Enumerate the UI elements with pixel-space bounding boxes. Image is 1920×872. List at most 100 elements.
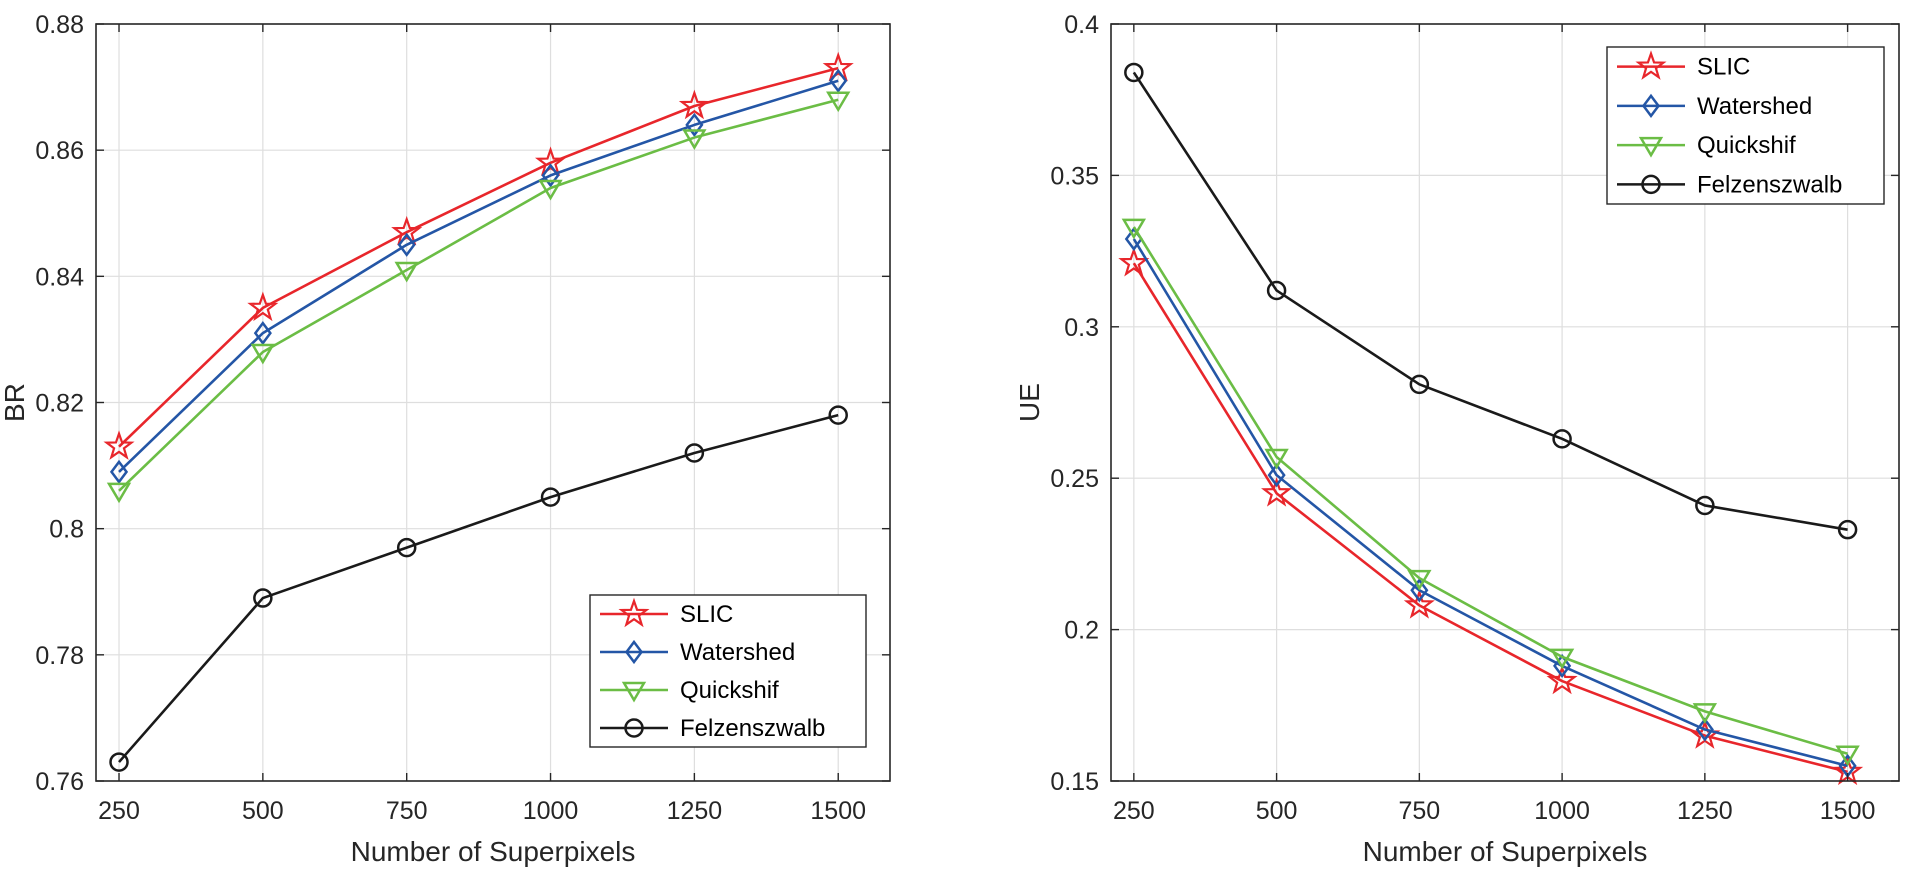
br-data-point-triangle-marker (250, 343, 276, 365)
br-x-tick-label: 750 (386, 797, 428, 825)
ue-y-tick-label: 0.25 (1050, 465, 1099, 493)
br-series-slic (103, 51, 854, 460)
br-legend-label: Watershed (680, 639, 795, 666)
ue-data-point-circle-marker (1124, 62, 1144, 83)
ue-y-axis-label: UE (1014, 383, 1045, 422)
ue-data-point-circle-marker (1409, 374, 1430, 395)
br-legend-triangle-marker (621, 681, 647, 703)
ue-data-point-triangle-marker (1692, 703, 1718, 724)
ue-data-point-triangle-marker (1835, 745, 1860, 767)
br-series-line (118, 66, 839, 448)
ue-series-felzenszwalb (1124, 62, 1858, 540)
br-data-point-diamond-marker (253, 321, 272, 346)
ue-data-point-triangle-marker (1264, 448, 1289, 470)
br-series-felzenszwalb (109, 405, 848, 772)
br-x-tick-label: 1250 (667, 797, 723, 825)
br-legend-label: Felzenszwalb (680, 715, 825, 742)
ue-data-point-circle-marker (1266, 280, 1287, 301)
br-data-point-star-marker (391, 215, 423, 246)
ue-y-tick-label: 0.2 (1064, 617, 1099, 645)
br-x-tick-label: 500 (242, 797, 284, 825)
br-x-tick-label: 1500 (810, 797, 866, 825)
br-legend-label: SLIC (680, 601, 733, 628)
br-legend-diamond-marker (624, 639, 644, 665)
br-data-point-triangle-marker (826, 91, 851, 113)
ue-y-tick-label: 0.15 (1050, 768, 1099, 796)
br-data-point-diamond-marker (541, 163, 560, 188)
ue-series-watershed (1124, 226, 1857, 778)
ue-chart: 250 500 750 1000 1250 1500 0.15 0.2 0.25 0.3 0.35 0… (1014, 11, 1900, 867)
ue-x-tick-label: 1250 (1677, 797, 1733, 825)
br-data-point-triangle-marker (106, 482, 132, 504)
br-data-point-triangle-marker (538, 179, 563, 201)
br-data-point-circle-marker (540, 487, 561, 507)
ue-series-line (1132, 226, 1848, 755)
br-legend: SLIC Watershed Quickshif Felzenszwalb (589, 594, 867, 748)
br-legend-circle-marker (624, 718, 644, 738)
br-y-axis-label: BR (0, 383, 30, 422)
ue-legend-label: Felzenszwalb (1697, 171, 1842, 198)
ue-data-point-star-marker (1118, 246, 1150, 277)
br-data-point-circle-marker (253, 588, 273, 608)
ue-data-point-circle-marker (1837, 519, 1858, 540)
ue-legend-star-marker (1635, 50, 1667, 80)
br-y-tick-label: 0.84 (35, 263, 84, 291)
br-data-point-circle-marker (684, 443, 705, 463)
ue-data-point-star-marker (1261, 476, 1293, 507)
br-series-quickshif (106, 91, 851, 504)
br-data-point-diamond-marker (829, 68, 848, 93)
ue-data-point-triangle-marker (1407, 569, 1432, 591)
ue-y-tick-label: 0.35 (1050, 162, 1099, 190)
br-data-point-triangle-marker (682, 129, 707, 151)
ue-legend: SLIC Watershed Quickshif Felzenszwalb (1606, 46, 1885, 205)
ue-legend-label: Quickshif (1697, 132, 1796, 159)
ue-data-point-diamond-marker (1553, 653, 1572, 679)
ue-data-point-star-marker (1403, 589, 1435, 619)
ue-series-line (1132, 238, 1848, 768)
br-grid (96, 23, 890, 782)
br-data-point-star-marker (103, 430, 135, 460)
br-y-tick-label: 0.88 (35, 11, 84, 39)
br-legend-star-marker (618, 597, 650, 628)
ue-data-point-circle-marker (1552, 429, 1572, 449)
ue-data-point-diamond-marker (1695, 717, 1714, 742)
ue-y-tick-label: 0.3 (1064, 314, 1099, 342)
ue-x-tick-label: 750 (1398, 797, 1440, 825)
ue-series-line (1132, 71, 1848, 531)
br-y-tick-label: 0.86 (35, 137, 84, 165)
br-x-tick-label: 1000 (523, 797, 579, 825)
br-y-tick-label: 0.78 (35, 642, 84, 670)
ue-data-point-diamond-marker (1267, 463, 1286, 488)
br-data-point-star-marker (534, 146, 567, 177)
br-data-point-circle-marker (396, 537, 417, 558)
ue-legend-label: SLIC (1697, 54, 1750, 81)
ue-x-axis-label: Number of Superpixels (1363, 836, 1648, 867)
br-y-tick-label: 0.76 (35, 768, 84, 796)
ue-x-tick-label: 1000 (1534, 797, 1590, 825)
br-data-point-circle-marker (828, 405, 848, 425)
ue-x-tick-label: 250 (1113, 797, 1155, 825)
br-data-point-circle-marker (109, 752, 129, 772)
br-y-tick-label: 0.82 (35, 390, 84, 418)
br-chart: 250 500 750 1000 1250 1500 0.76 0.78 0.8 0.82 0.84… (0, 11, 891, 867)
br-data-point-star-marker (678, 89, 710, 120)
ue-y-tick-label: 0.4 (1064, 11, 1099, 39)
br-data-point-diamond-marker (109, 459, 129, 484)
br-series-watershed (109, 68, 848, 484)
br-y-tick-label: 0.8 (49, 516, 84, 544)
br-data-point-star-marker (247, 291, 279, 322)
br-series-line (118, 79, 839, 473)
ue-data-point-star-marker (1546, 664, 1578, 695)
br-data-point-star-marker (822, 51, 854, 82)
ue-x-tick-label: 1500 (1820, 797, 1876, 825)
ue-x-tick-label: 500 (1256, 797, 1298, 825)
br-series-line (118, 98, 839, 492)
ue-legend-label: Watershed (1697, 93, 1812, 120)
br-x-axis-label: Number of Superpixels (351, 836, 636, 867)
ue-data-point-diamond-marker (1410, 578, 1429, 603)
br-data-point-diamond-marker (685, 112, 704, 138)
ue-legend-triangle-marker (1638, 136, 1664, 158)
ue-data-point-triangle-marker (1549, 648, 1575, 670)
br-data-point-triangle-marker (394, 261, 419, 283)
